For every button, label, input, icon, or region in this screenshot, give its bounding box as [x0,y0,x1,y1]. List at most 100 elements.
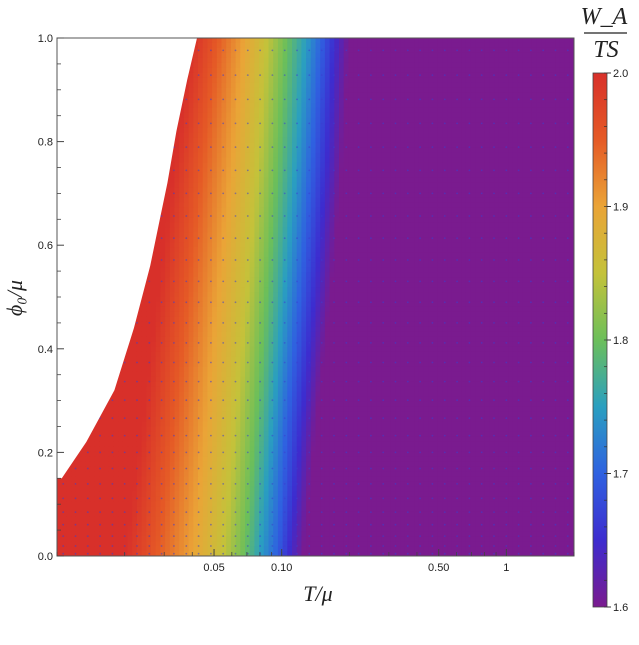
heatmap-cell [527,142,533,149]
heatmap-cell [235,97,241,104]
heatmap-cell [512,77,519,84]
heatmap-cell [400,77,406,84]
heatmap-cell [527,252,533,258]
heatmap-cell [221,92,227,99]
heatmap-cell [433,227,439,233]
heatmap-cell [386,242,392,248]
heatmap-cell [550,237,556,243]
heatmap-cell [517,42,523,49]
heatmap-cell [484,172,490,179]
heatmap-cell [512,252,519,258]
heatmap-cell [324,102,331,109]
heatmap-cell [235,92,241,99]
heatmap-cell [301,152,307,159]
heatmap-cell [390,38,396,44]
heatmap-cell [221,97,227,104]
heatmap-cell [437,247,443,253]
heatmap-cell [306,237,312,243]
heatmap-cell [329,242,335,248]
heatmap-cell [404,157,411,164]
heatmap-cell [292,182,298,189]
heatmap-cell [564,177,570,184]
heatmap-cell [386,147,392,154]
heatmap-cell [512,142,519,149]
heatmap-cell [461,247,467,253]
heatmap-cell [165,217,171,223]
heatmap-cell [268,162,274,169]
heatmap-cell [240,177,246,184]
heatmap-cell [362,227,368,233]
heatmap-cell [404,82,411,89]
heatmap-cell [245,82,251,89]
heatmap-cell [442,62,448,69]
heatmap-cell [545,232,552,238]
heatmap-cell [343,182,349,189]
heatmap-cell [451,152,458,159]
heatmap-cell [292,197,298,203]
heatmap-cell [437,232,443,238]
heatmap-cell [456,127,462,134]
heatmap-cell [414,242,420,248]
heatmap-cell [536,92,542,99]
heatmap-cell [273,182,279,189]
heatmap-cell [226,187,232,193]
heatmap-cell [437,202,443,208]
heatmap-cell [329,252,335,258]
heatmap-cell [456,237,462,243]
heatmap-cell [404,177,411,184]
heatmap-cell [216,187,223,193]
heatmap-cell [193,152,199,159]
heatmap-cell [404,162,411,169]
heatmap-cell [320,182,326,189]
heatmap-cell [183,157,190,164]
heatmap-cell [235,247,241,253]
heatmap-cell [423,102,429,109]
heatmap-cell [216,92,223,99]
heatmap-cell [564,107,570,114]
heatmap-cell [522,107,528,114]
heatmap-cell [282,222,288,228]
heatmap-cell [517,197,523,203]
heatmap-cell [357,152,364,159]
heatmap-cell [315,87,321,94]
heatmap-cell [522,57,528,64]
heatmap-cell [198,242,204,248]
heatmap-cell [334,57,340,64]
heatmap-cell [428,42,434,49]
heatmap-cell [390,227,396,233]
heatmap-cell [531,252,537,258]
heatmap-cell [301,87,307,94]
heatmap-cell [249,227,255,233]
heatmap-cell [386,217,392,223]
heatmap-cell [381,182,387,189]
heatmap-cell [414,227,420,233]
heatmap-cell [428,47,434,54]
heatmap-cell [165,247,171,253]
heatmap-cell [376,77,382,84]
heatmap-cell [414,252,420,258]
heatmap-cell [245,107,251,114]
heatmap-cell [296,77,302,84]
heatmap-cell [245,207,251,213]
heatmap-cell [324,117,331,124]
heatmap-cell [480,237,486,243]
heatmap-cell [541,77,547,84]
heatmap-cell [386,52,392,59]
heatmap-cell [296,192,302,198]
heatmap-cell [512,202,519,208]
heatmap-cell [475,172,481,179]
heatmap-cell [188,207,194,213]
heatmap-cell [498,102,505,109]
heatmap-cell [169,227,176,233]
heatmap-cell [433,217,439,223]
heatmap-cell [395,102,401,109]
heatmap-cell [230,147,237,154]
heatmap-cell [362,187,368,193]
heatmap-cell [512,132,519,139]
heatmap-cell [395,222,401,228]
heatmap-cell [564,162,570,169]
heatmap-cell [489,77,495,84]
heatmap-cell [282,147,288,154]
heatmap-cell [465,227,472,233]
heatmap-cell [456,52,462,59]
